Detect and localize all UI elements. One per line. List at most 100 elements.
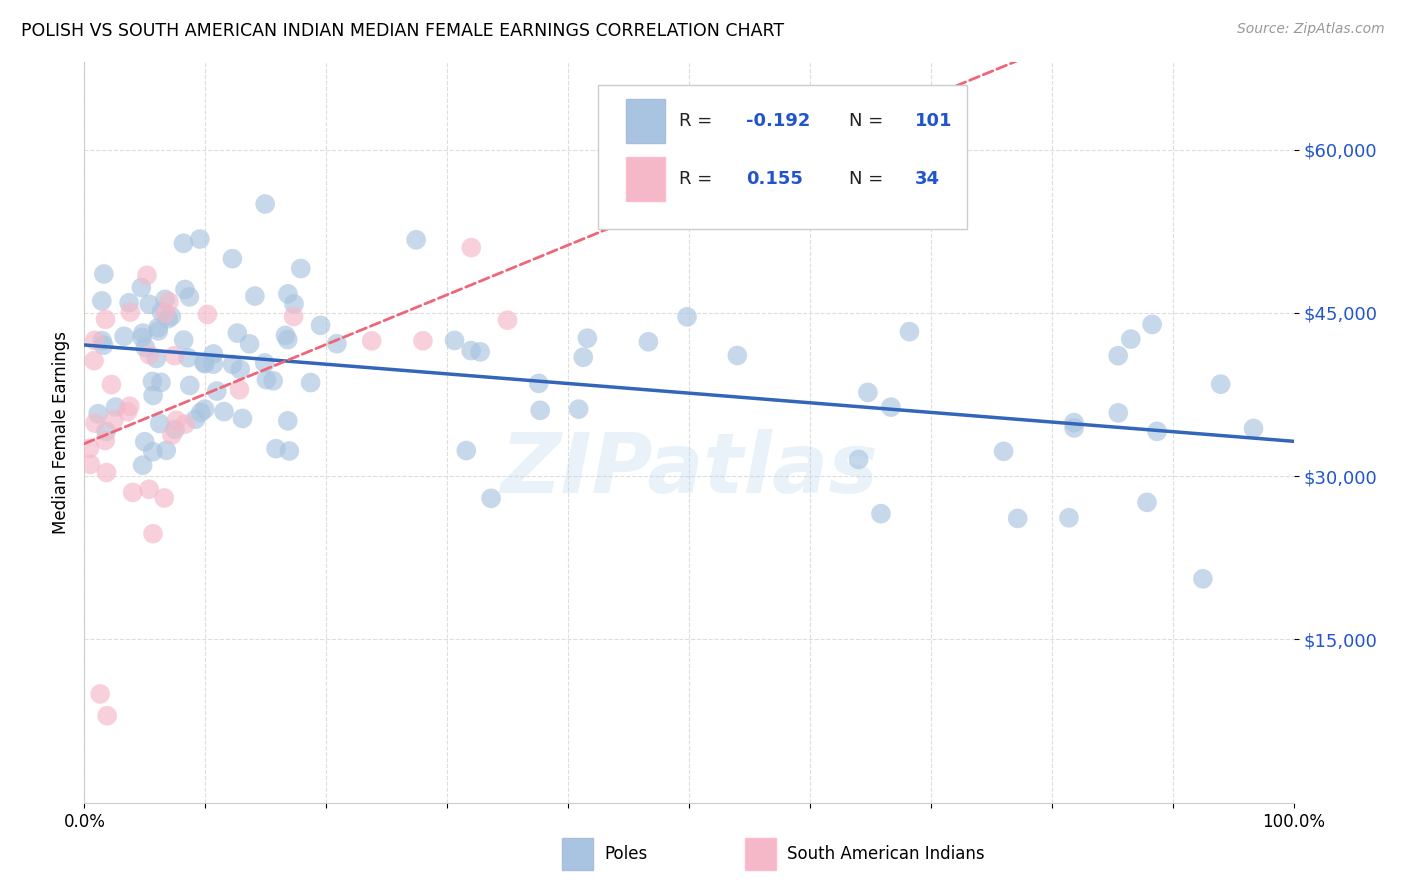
- Point: [174, 283, 197, 297]
- Point: [165, 413, 187, 427]
- Point: [103, 413, 125, 427]
- Point: [254, 373, 277, 387]
- Point: [572, 351, 595, 365]
- Point: [193, 356, 215, 370]
- Point: [262, 374, 284, 388]
- Point: [153, 293, 176, 307]
- Point: [229, 362, 252, 376]
- Point: [131, 458, 153, 473]
- Point: [96, 708, 118, 723]
- Text: 34: 34: [915, 169, 941, 187]
- Point: [264, 442, 287, 456]
- Point: [993, 444, 1015, 458]
- Point: [576, 331, 599, 345]
- Point: [142, 526, 165, 541]
- Point: [1146, 425, 1168, 439]
- Point: [221, 357, 243, 371]
- Point: [1057, 510, 1080, 524]
- Point: [83, 333, 105, 347]
- Point: [160, 428, 183, 442]
- Point: [243, 289, 266, 303]
- Bar: [626, 157, 665, 201]
- Point: [91, 334, 114, 348]
- Text: 101: 101: [915, 112, 952, 130]
- Point: [197, 308, 219, 322]
- Point: [117, 405, 139, 419]
- Point: [94, 312, 117, 326]
- Point: [120, 305, 142, 319]
- Point: [278, 444, 301, 458]
- Point: [194, 357, 217, 371]
- Point: [150, 376, 173, 390]
- Point: [138, 348, 160, 362]
- Point: [212, 404, 235, 418]
- Point: [155, 306, 177, 320]
- Text: R =: R =: [679, 112, 718, 130]
- Point: [1107, 349, 1129, 363]
- Point: [118, 399, 141, 413]
- Point: [179, 378, 201, 392]
- Point: [360, 334, 382, 348]
- Point: [326, 336, 349, 351]
- Point: [142, 444, 165, 458]
- Point: [93, 267, 115, 281]
- Point: [132, 326, 155, 340]
- Point: [277, 286, 299, 301]
- Point: [194, 402, 217, 417]
- Point: [157, 294, 180, 309]
- Point: [253, 356, 276, 370]
- Point: [880, 400, 903, 414]
- Point: [202, 357, 225, 371]
- Point: [1136, 495, 1159, 509]
- Point: [100, 377, 122, 392]
- Point: [239, 337, 262, 351]
- Point: [172, 236, 194, 251]
- Point: [160, 310, 183, 324]
- Text: 0.155: 0.155: [745, 169, 803, 187]
- Point: [283, 297, 305, 311]
- Point: [138, 297, 160, 311]
- Point: [94, 425, 117, 439]
- Point: [141, 375, 163, 389]
- Point: [134, 434, 156, 449]
- Text: Source: ZipAtlas.com: Source: ZipAtlas.com: [1237, 22, 1385, 37]
- Point: [84, 416, 107, 430]
- Point: [165, 422, 187, 436]
- Text: POLISH VS SOUTH AMERICAN INDIAN MEDIAN FEMALE EARNINGS CORRELATION CHART: POLISH VS SOUTH AMERICAN INDIAN MEDIAN F…: [21, 22, 785, 40]
- Point: [83, 353, 105, 368]
- Point: [274, 328, 297, 343]
- Point: [104, 400, 127, 414]
- Point: [1192, 572, 1215, 586]
- Point: [676, 310, 699, 324]
- Point: [202, 347, 225, 361]
- Point: [153, 491, 176, 505]
- Point: [870, 507, 893, 521]
- Point: [405, 233, 427, 247]
- Point: [460, 241, 482, 255]
- Bar: [626, 99, 665, 143]
- Point: [131, 280, 153, 294]
- Point: [529, 403, 551, 417]
- Point: [138, 482, 160, 496]
- Point: [898, 325, 921, 339]
- Point: [163, 349, 186, 363]
- Point: [156, 311, 179, 326]
- Point: [112, 329, 135, 343]
- Y-axis label: Median Female Earnings: Median Female Earnings: [52, 331, 70, 534]
- Point: [89, 687, 111, 701]
- Point: [1007, 511, 1029, 525]
- Point: [299, 376, 322, 390]
- Point: [93, 338, 115, 352]
- Point: [190, 405, 212, 419]
- Point: [231, 411, 253, 425]
- Point: [1140, 318, 1163, 332]
- Point: [155, 443, 177, 458]
- Point: [1063, 416, 1085, 430]
- Point: [188, 232, 211, 246]
- Point: [94, 434, 117, 448]
- Point: [637, 334, 659, 349]
- Point: [146, 320, 169, 334]
- Point: [277, 414, 299, 428]
- Point: [131, 330, 153, 344]
- Point: [221, 252, 243, 266]
